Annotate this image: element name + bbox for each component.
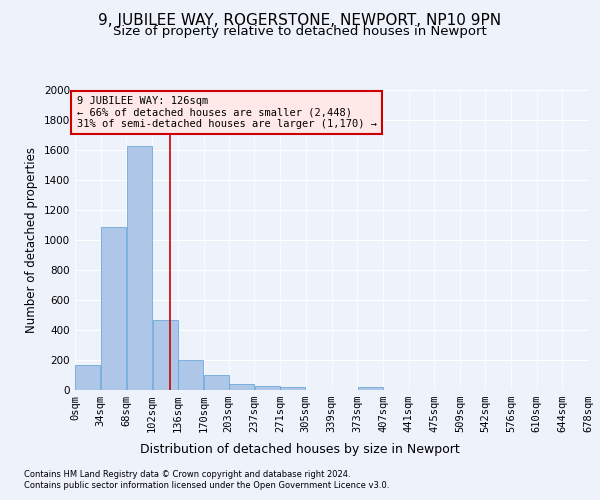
Bar bbox=[152, 320, 178, 390]
Text: 9, JUBILEE WAY, ROGERSTONE, NEWPORT, NP10 9PN: 9, JUBILEE WAY, ROGERSTONE, NEWPORT, NP1… bbox=[98, 12, 502, 28]
Bar bbox=[358, 387, 383, 390]
Bar bbox=[204, 375, 229, 390]
Y-axis label: Number of detached properties: Number of detached properties bbox=[25, 147, 38, 333]
Bar bbox=[127, 146, 152, 390]
Bar bbox=[255, 386, 280, 390]
Text: Contains public sector information licensed under the Open Government Licence v3: Contains public sector information licen… bbox=[24, 481, 389, 490]
Bar bbox=[101, 226, 126, 390]
Bar bbox=[76, 365, 100, 390]
Text: 9 JUBILEE WAY: 126sqm
← 66% of detached houses are smaller (2,448)
31% of semi-d: 9 JUBILEE WAY: 126sqm ← 66% of detached … bbox=[77, 96, 377, 129]
Bar bbox=[178, 360, 203, 390]
Text: Size of property relative to detached houses in Newport: Size of property relative to detached ho… bbox=[113, 25, 487, 38]
Bar bbox=[280, 387, 305, 390]
Text: Contains HM Land Registry data © Crown copyright and database right 2024.: Contains HM Land Registry data © Crown c… bbox=[24, 470, 350, 479]
Text: Distribution of detached houses by size in Newport: Distribution of detached houses by size … bbox=[140, 442, 460, 456]
Bar bbox=[229, 384, 254, 390]
